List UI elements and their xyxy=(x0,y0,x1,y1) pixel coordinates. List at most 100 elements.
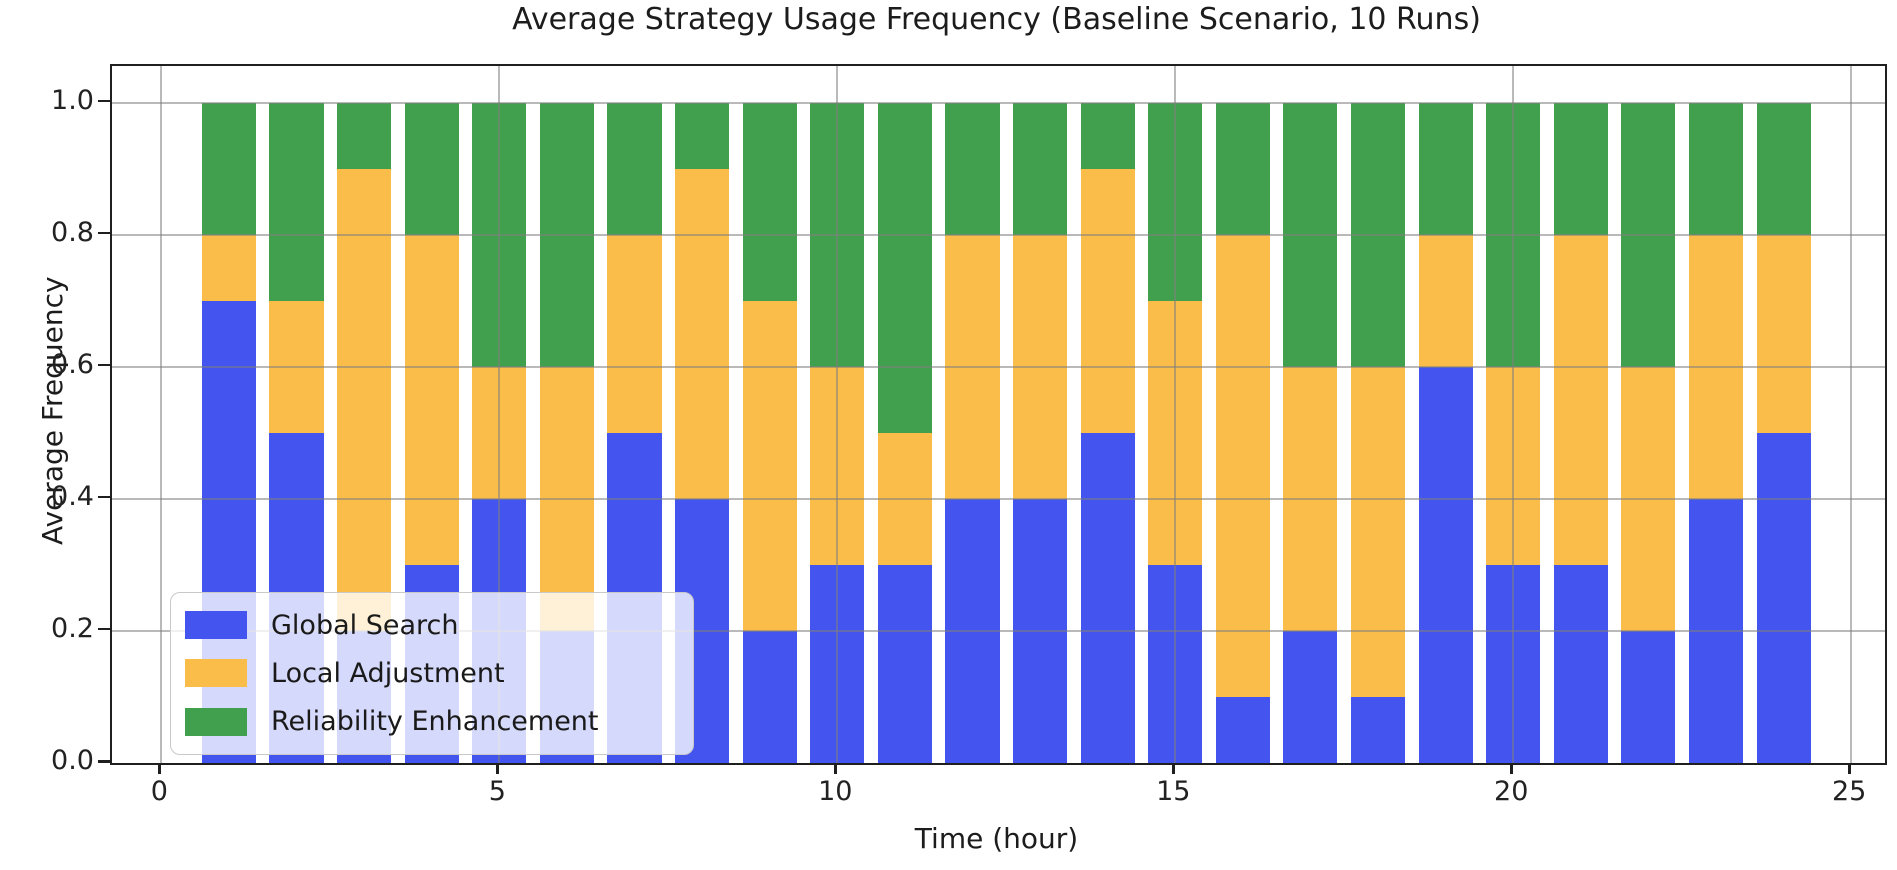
bar-segment xyxy=(1351,102,1406,367)
x-tick-mark xyxy=(496,763,499,774)
bar-segment xyxy=(810,564,865,763)
bar-segment xyxy=(472,366,527,499)
bar-segment xyxy=(1756,432,1811,763)
y-tick-mark xyxy=(98,363,110,367)
bar-segment xyxy=(1013,498,1068,763)
bar-segment xyxy=(607,102,662,235)
chart-title: Average Strategy Usage Frequency (Baseli… xyxy=(512,2,1481,37)
bar-segment xyxy=(269,102,324,301)
bar-segment xyxy=(1486,366,1541,565)
legend-swatch xyxy=(185,611,247,640)
bar-segment xyxy=(1621,366,1676,631)
bar-segment xyxy=(1621,630,1676,763)
bar-segment xyxy=(1418,366,1473,763)
y-tick-label: 0.8 xyxy=(51,216,94,248)
bar-segment xyxy=(1215,696,1270,763)
x-tick-label: 5 xyxy=(488,776,506,807)
y-tick-label: 0.0 xyxy=(51,745,94,776)
bar-segment xyxy=(1351,696,1406,763)
bar-segment xyxy=(1283,366,1338,631)
bar-segment xyxy=(1418,234,1473,367)
bar-segment xyxy=(1215,234,1270,697)
bar-segment xyxy=(1080,102,1135,169)
x-tick-label: 10 xyxy=(818,776,853,807)
bar-segment xyxy=(1013,102,1068,235)
legend-item: Local Adjustment xyxy=(185,658,679,689)
y-tick-label: 1.0 xyxy=(51,84,94,116)
x-tick-mark xyxy=(834,763,837,774)
bar-segment xyxy=(269,300,324,433)
legend-label: Reliability Enhancement xyxy=(271,706,599,738)
bar-segment xyxy=(201,102,256,235)
bar-segment xyxy=(1215,102,1270,235)
bar-segment xyxy=(742,300,797,631)
bar-segment xyxy=(945,498,1000,763)
bar-segment xyxy=(1486,102,1541,367)
legend-label: Local Adjustment xyxy=(271,657,505,689)
bar-segment xyxy=(945,234,1000,499)
legend-item: Reliability Enhancement xyxy=(185,706,679,737)
bar-segment xyxy=(1486,564,1541,763)
bar-segment xyxy=(810,102,865,367)
bar-segment xyxy=(1553,102,1608,235)
bar-segment xyxy=(675,102,730,169)
bar-segment xyxy=(1688,102,1744,235)
bar-segment xyxy=(810,366,865,565)
bar-segment xyxy=(472,102,527,367)
bar-segment xyxy=(337,168,392,631)
legend: Global Search Local Adjustment Reliability… xyxy=(170,592,694,755)
bar-segment xyxy=(742,630,797,763)
bar-segment xyxy=(877,432,932,565)
bar-segment xyxy=(404,102,459,235)
y-tick-mark xyxy=(98,231,110,235)
x-tick-mark xyxy=(1172,763,1175,774)
bar-segment xyxy=(1756,102,1811,235)
y-tick-mark xyxy=(98,760,110,763)
y-tick-label: 0.4 xyxy=(51,480,94,512)
bar-segment xyxy=(742,102,797,301)
bar-segment xyxy=(201,234,256,301)
bar-segment xyxy=(1080,432,1135,763)
legend-label: Global Search xyxy=(271,609,459,641)
bar-segment xyxy=(675,168,730,499)
legend-swatch xyxy=(185,659,247,688)
bar-segment xyxy=(1756,234,1811,433)
bar-segment xyxy=(539,102,594,367)
bar-segment xyxy=(877,102,932,433)
bar-segment xyxy=(337,102,392,169)
bar-segment xyxy=(1621,102,1676,367)
x-tick-mark xyxy=(1510,763,1513,774)
x-axis-label: Time (hour) xyxy=(914,822,1079,855)
y-tick-mark xyxy=(98,99,110,103)
bar-segment xyxy=(1418,102,1473,235)
y-tick-mark xyxy=(98,627,110,631)
bar-segment xyxy=(1148,564,1203,763)
bar-segment xyxy=(1553,564,1608,763)
bar-segment xyxy=(877,564,932,763)
x-tick-label: 0 xyxy=(150,776,168,807)
bar-segment xyxy=(1080,168,1135,433)
bar-segment xyxy=(1688,498,1744,763)
x-tick-label: 15 xyxy=(1156,776,1191,807)
bar-segment xyxy=(945,102,1000,235)
bar-segment xyxy=(404,234,459,565)
bar-segment xyxy=(1013,234,1068,499)
bar-segment xyxy=(1351,366,1406,697)
x-tick-label: 20 xyxy=(1494,776,1529,807)
legend-swatch xyxy=(185,707,247,736)
y-tick-label: 0.2 xyxy=(51,612,94,644)
x-tick-label: 25 xyxy=(1832,776,1867,807)
bar-segment xyxy=(1553,234,1608,565)
x-tick-mark xyxy=(158,763,161,774)
bar-segment xyxy=(607,234,662,433)
bar-segment xyxy=(1283,102,1338,367)
bar-segment xyxy=(1688,234,1744,499)
legend-item: Global Search xyxy=(185,610,679,641)
bar-segment xyxy=(1283,630,1338,763)
y-tick-label: 0.6 xyxy=(51,348,94,380)
y-tick-mark xyxy=(98,495,110,499)
bar-segment xyxy=(1148,300,1203,565)
x-tick-mark xyxy=(1848,763,1851,774)
bar-segment xyxy=(1148,102,1203,301)
